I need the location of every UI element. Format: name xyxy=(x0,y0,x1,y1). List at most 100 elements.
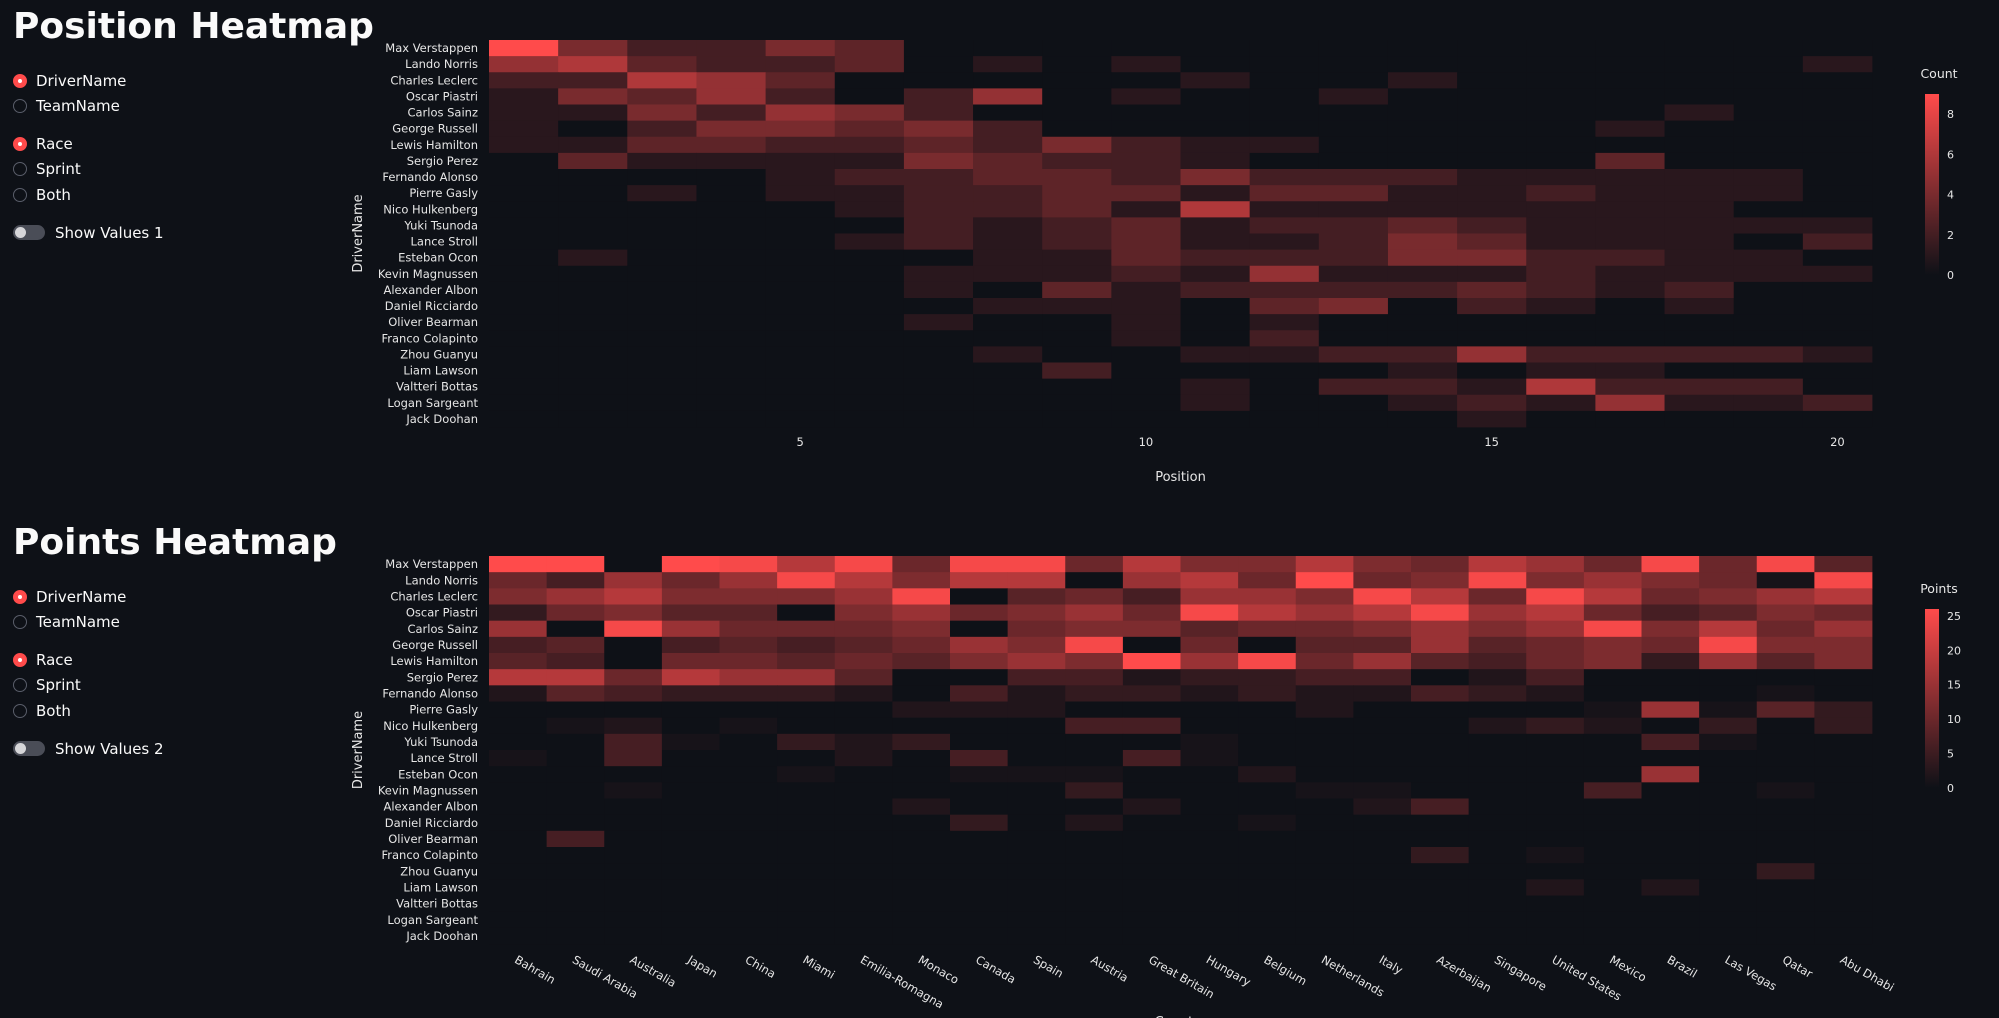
heatmap-cell[interactable] xyxy=(1814,556,1873,573)
heatmap-cell[interactable] xyxy=(489,217,559,234)
heatmap-cell[interactable] xyxy=(1387,185,1458,202)
heatmap-cell[interactable] xyxy=(765,249,836,267)
heatmap-cell[interactable] xyxy=(1641,620,1700,638)
heatmap-cell[interactable] xyxy=(604,750,663,767)
heatmap-cell[interactable] xyxy=(1122,911,1181,929)
heatmap-cell[interactable] xyxy=(1180,556,1239,573)
heatmap-cell[interactable] xyxy=(489,879,548,896)
heatmap-cell[interactable] xyxy=(1249,249,1320,267)
heatmap-cell[interactable] xyxy=(1122,927,1181,945)
heatmap-cell[interactable] xyxy=(1756,636,1815,654)
heatmap-cell[interactable] xyxy=(1065,750,1124,767)
heatmap-cell[interactable] xyxy=(1318,233,1389,251)
heatmap-cell[interactable] xyxy=(1180,217,1251,234)
heatmap-cell[interactable] xyxy=(1180,136,1251,154)
heatmap-cell[interactable] xyxy=(627,378,697,396)
heatmap-cell[interactable] xyxy=(1411,636,1470,654)
heatmap-cell[interactable] xyxy=(1122,847,1181,864)
heatmap-cell[interactable] xyxy=(765,410,836,428)
heatmap-cell[interactable] xyxy=(834,394,905,412)
heatmap-cell[interactable] xyxy=(489,249,559,267)
heatmap-cell[interactable] xyxy=(1583,782,1642,799)
heatmap-cell[interactable] xyxy=(1007,830,1066,848)
heatmap-cell[interactable] xyxy=(489,669,548,686)
heatmap-cell[interactable] xyxy=(1353,782,1412,799)
heatmap-cell[interactable] xyxy=(546,782,605,799)
heatmap-cell[interactable] xyxy=(1411,733,1470,751)
heatmap-cell[interactable] xyxy=(1007,911,1066,929)
heatmap-cell[interactable] xyxy=(1007,847,1066,864)
heatmap-cell[interactable] xyxy=(834,895,893,913)
heatmap-cell[interactable] xyxy=(834,185,905,202)
heatmap-cell[interactable] xyxy=(834,863,893,880)
heatmap-cell[interactable] xyxy=(1583,847,1642,864)
heatmap-cell[interactable] xyxy=(950,814,1009,832)
heatmap-cell[interactable] xyxy=(696,169,766,186)
heatmap-cell[interactable] xyxy=(1122,814,1181,832)
heatmap-cell[interactable] xyxy=(661,717,720,735)
heatmap-cell[interactable] xyxy=(1387,378,1458,396)
heatmap-cell[interactable] xyxy=(1238,636,1297,654)
heatmap-cell[interactable] xyxy=(1387,410,1458,428)
heatmap-cell[interactable] xyxy=(1387,40,1458,57)
heatmap-cell[interactable] xyxy=(765,152,836,170)
heatmap-cell[interactable] xyxy=(834,281,905,299)
heatmap-cell[interactable] xyxy=(696,378,766,396)
heatmap-cell[interactable] xyxy=(1457,378,1527,396)
heatmap-cell[interactable] xyxy=(1249,265,1320,283)
heatmap-cell[interactable] xyxy=(903,394,974,412)
heatmap-cell[interactable] xyxy=(661,588,720,605)
heatmap-cell[interactable] xyxy=(627,281,697,299)
heatmap-cell[interactable] xyxy=(489,830,548,848)
heatmap-cell[interactable] xyxy=(719,717,778,735)
heatmap-cell[interactable] xyxy=(1318,298,1389,315)
heatmap-cell[interactable] xyxy=(1526,120,1596,138)
radio-sprint[interactable]: Sprint xyxy=(13,157,333,183)
heatmap-cell[interactable] xyxy=(1111,410,1181,428)
heatmap-cell[interactable] xyxy=(546,717,605,735)
heatmap-cell[interactable] xyxy=(1733,330,1804,347)
heatmap-cell[interactable] xyxy=(1802,88,1873,105)
heatmap-cell[interactable] xyxy=(1180,782,1239,799)
heatmap-cell[interactable] xyxy=(546,863,605,880)
heatmap-cell[interactable] xyxy=(892,669,951,686)
heatmap-cell[interactable] xyxy=(1756,604,1815,622)
heatmap-cell[interactable] xyxy=(558,169,628,186)
heatmap-cell[interactable] xyxy=(950,830,1009,848)
heatmap-cell[interactable] xyxy=(1111,88,1181,105)
heatmap-cell[interactable] xyxy=(1353,847,1412,864)
heatmap-cell[interactable] xyxy=(1664,330,1735,347)
heatmap-cell[interactable] xyxy=(1526,346,1596,363)
heatmap-cell[interactable] xyxy=(1595,201,1665,218)
heatmap-cell[interactable] xyxy=(1318,201,1389,218)
heatmap-cell[interactable] xyxy=(1318,185,1389,202)
heatmap-cell[interactable] xyxy=(661,669,720,686)
heatmap-cell[interactable] xyxy=(1318,281,1389,299)
heatmap-cell[interactable] xyxy=(1733,410,1804,428)
heatmap-cell[interactable] xyxy=(1457,88,1527,105)
heatmap-cell[interactable] xyxy=(1180,72,1251,89)
heatmap-cell[interactable] xyxy=(1583,604,1642,622)
heatmap-cell[interactable] xyxy=(1318,265,1389,283)
heatmap-cell[interactable] xyxy=(1042,120,1112,138)
heatmap-cell[interactable] xyxy=(1583,830,1642,848)
heatmap-cell[interactable] xyxy=(1733,72,1804,89)
heatmap-cell[interactable] xyxy=(604,879,663,896)
heatmap-cell[interactable] xyxy=(1387,394,1458,412)
heatmap-cell[interactable] xyxy=(973,362,1043,380)
heatmap-cell[interactable] xyxy=(1526,588,1585,605)
heatmap-cell[interactable] xyxy=(834,798,893,816)
heatmap-cell[interactable] xyxy=(1042,104,1112,122)
heatmap-cell[interactable] xyxy=(1468,830,1527,848)
heatmap-cell[interactable] xyxy=(834,410,905,428)
heatmap-cell[interactable] xyxy=(765,120,836,138)
heatmap-cell[interactable] xyxy=(1318,346,1389,363)
heatmap-cell[interactable] xyxy=(1641,717,1700,735)
heatmap-cell[interactable] xyxy=(973,378,1043,396)
heatmap-cell[interactable] xyxy=(765,233,836,251)
heatmap-cell[interactable] xyxy=(1733,346,1804,363)
heatmap-cell[interactable] xyxy=(1526,620,1585,638)
heatmap-cell[interactable] xyxy=(1468,895,1527,913)
heatmap-cell[interactable] xyxy=(1526,879,1585,896)
heatmap-cell[interactable] xyxy=(558,233,628,251)
